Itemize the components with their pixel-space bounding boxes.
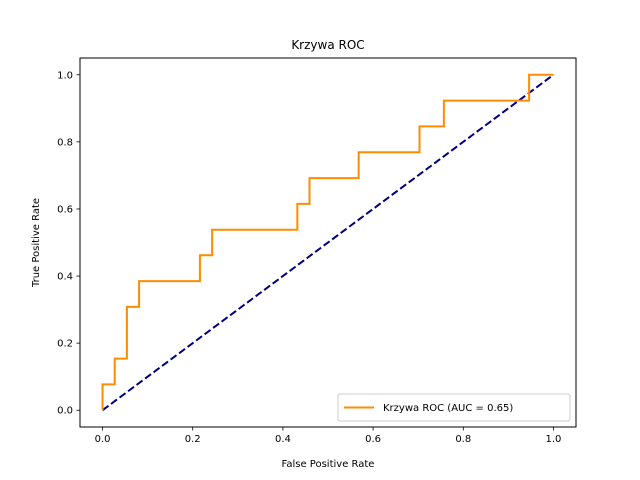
x-axis-label: False Positive Rate (282, 459, 375, 470)
y-tick-label: 0.0 (57, 406, 73, 417)
y-tick-label: 1.0 (57, 70, 73, 81)
legend-box (337, 393, 571, 422)
x-tick-label: 0.8 (455, 434, 471, 445)
y-tick-label: 0.4 (57, 272, 73, 283)
y-tick-label: 0.2 (57, 339, 73, 350)
x-tick-label: 0.2 (185, 434, 201, 445)
x-tick-label: 1.0 (546, 434, 562, 445)
y-tick-label: 0.8 (57, 137, 73, 148)
y-axis: 0.0 0.2 0.4 0.6 0.8 1.0 (57, 70, 80, 417)
x-tick-label: 0.0 (95, 434, 111, 445)
legend: Krzywa ROC (AUC = 0.65) (337, 393, 571, 422)
plot-area (101, 73, 555, 412)
chart-title: Krzywa ROC (291, 38, 364, 52)
series-line-diagonal (101, 73, 555, 412)
axes-frame (79, 57, 577, 428)
x-tick-label: 0.4 (275, 434, 291, 445)
series-line-roc (101, 73, 554, 411)
y-tick-label: 0.6 (57, 204, 73, 215)
legend-label-roc: Krzywa ROC (AUC = 0.65) (383, 403, 513, 414)
y-axis-label: True Positive Rate (31, 198, 42, 288)
x-tick-label: 0.6 (365, 434, 381, 445)
x-axis: 0.0 0.2 0.4 0.6 0.8 1.0 (95, 427, 562, 445)
